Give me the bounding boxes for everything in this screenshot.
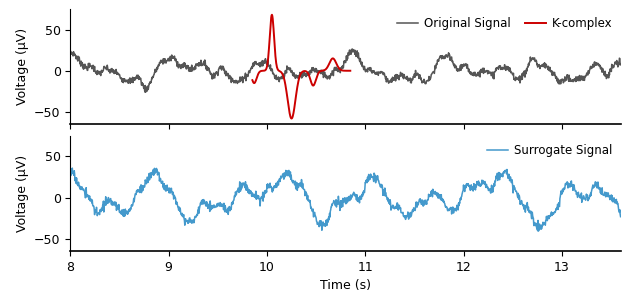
- Line: K-complex: K-complex: [252, 15, 350, 118]
- Surrogate Signal: [596, 191, 604, 195]
- Original Signal: [617, 62, 625, 66]
- Line: Surrogate Signal: Surrogate Signal: [70, 168, 621, 231]
- Original Signal: [166, 57, 173, 61]
- Surrogate Signal: [438, 199, 445, 202]
- Line: Original Signal: Original Signal: [70, 49, 621, 92]
- Surrogate Signal: [67, 170, 74, 173]
- Original Signal: [438, 54, 446, 58]
- Legend: Original Signal, K-complex: Original Signal, K-complex: [394, 15, 615, 33]
- Y-axis label: Voltage (μV): Voltage (μV): [15, 28, 29, 105]
- Legend: Surrogate Signal: Surrogate Signal: [484, 142, 615, 159]
- K-complex: [248, 78, 256, 82]
- Surrogate Signal: [502, 169, 509, 172]
- K-complex: [292, 96, 300, 99]
- Original Signal: [596, 67, 604, 71]
- X-axis label: Time (s): Time (s): [320, 280, 371, 292]
- K-complex: [298, 71, 305, 74]
- Original Signal: [348, 47, 356, 51]
- Y-axis label: Voltage (μV): Voltage (μV): [15, 155, 29, 232]
- K-complex: [268, 13, 276, 16]
- Surrogate Signal: [166, 187, 173, 190]
- Surrogate Signal: [617, 215, 625, 219]
- Surrogate Signal: [413, 204, 420, 208]
- K-complex: [286, 113, 294, 117]
- Surrogate Signal: [534, 229, 542, 233]
- Original Signal: [68, 52, 76, 56]
- Original Signal: [142, 90, 150, 94]
- K-complex: [280, 75, 287, 78]
- K-complex: [288, 117, 296, 120]
- Original Signal: [67, 49, 74, 53]
- Original Signal: [413, 73, 421, 76]
- Surrogate Signal: [68, 168, 76, 171]
- K-complex: [329, 57, 337, 60]
- Original Signal: [502, 68, 509, 72]
- K-complex: [346, 69, 354, 73]
- K-complex: [285, 107, 292, 110]
- Surrogate Signal: [68, 166, 76, 170]
